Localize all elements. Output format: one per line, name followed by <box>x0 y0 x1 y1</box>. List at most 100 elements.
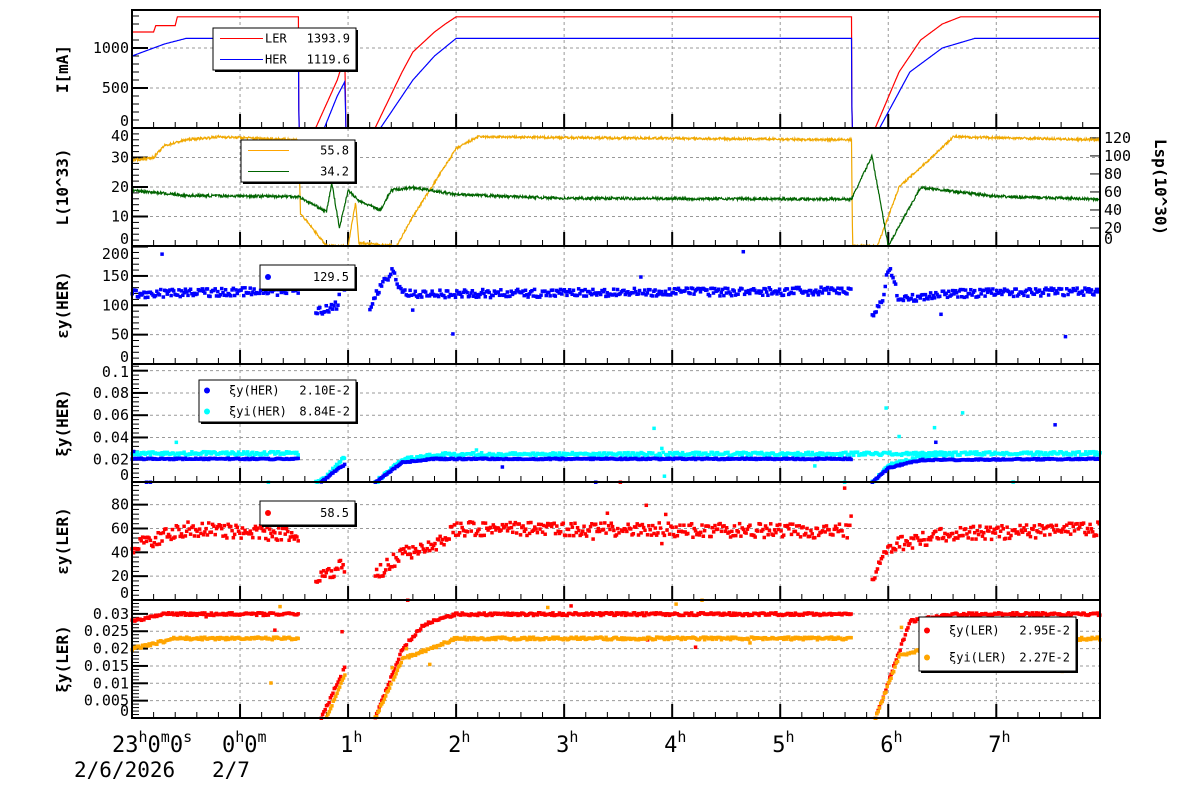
data-point <box>959 450 964 455</box>
data-point <box>1033 536 1038 540</box>
y-tick-label: 0 <box>120 584 129 602</box>
data-point <box>889 550 894 554</box>
data-point <box>326 712 330 716</box>
data-point <box>216 289 220 294</box>
data-point <box>173 453 177 457</box>
data-point <box>969 613 974 617</box>
data-point <box>241 293 246 298</box>
data-point <box>748 641 752 645</box>
data-point <box>918 296 923 300</box>
data-point <box>468 636 472 640</box>
data-point <box>921 292 925 297</box>
data-point <box>897 545 902 549</box>
data-point <box>1004 612 1009 617</box>
data-point <box>768 287 773 292</box>
data-point <box>174 440 179 445</box>
data-point <box>188 532 193 536</box>
data-point <box>1033 452 1037 456</box>
data-point <box>974 537 978 541</box>
data-point <box>567 288 572 292</box>
data-point <box>657 451 661 456</box>
data-point <box>508 294 512 298</box>
data-point <box>331 307 335 311</box>
data-point <box>270 534 275 539</box>
panel-frame <box>131 599 1101 719</box>
data-point <box>1085 526 1090 531</box>
data-point <box>725 286 730 291</box>
data-point <box>1052 287 1056 291</box>
data-point <box>260 611 264 615</box>
legend-marker <box>924 627 930 634</box>
data-point <box>408 288 412 293</box>
data-point <box>411 545 415 549</box>
data-point <box>609 521 614 525</box>
data-point <box>604 294 608 299</box>
data-point <box>469 291 473 295</box>
y-tick-label: 10 <box>111 208 129 226</box>
legend-label: ξyi(HER) <box>229 405 287 419</box>
series-line-Lsp <box>132 153 1101 248</box>
y2-tick-label: 80 <box>1104 165 1122 183</box>
data-point <box>324 303 329 308</box>
data-point <box>499 288 503 292</box>
data-point <box>691 450 695 455</box>
data-point <box>491 293 495 298</box>
data-point <box>199 531 203 536</box>
data-point <box>972 288 977 293</box>
data-point <box>993 531 998 535</box>
data-point <box>206 521 211 525</box>
data-point <box>688 291 692 296</box>
data-point <box>1039 450 1044 455</box>
data-point <box>468 520 472 524</box>
data-point <box>535 530 540 535</box>
data-point <box>531 635 536 639</box>
data-point <box>658 292 663 296</box>
data-point <box>563 289 568 294</box>
legend-label: ξy(HER) <box>229 384 280 398</box>
data-point <box>651 451 655 455</box>
data-point <box>623 292 628 297</box>
data-point <box>971 524 976 529</box>
data-point <box>184 290 189 294</box>
data-point <box>737 521 742 526</box>
data-point <box>447 451 451 456</box>
data-point <box>450 524 454 529</box>
data-point <box>1011 611 1015 615</box>
data-point <box>997 290 1002 295</box>
data-point <box>230 611 234 615</box>
data-point <box>450 614 454 619</box>
data-point <box>578 292 582 296</box>
data-point <box>251 535 255 540</box>
data-point <box>334 307 339 311</box>
data-point <box>603 451 607 455</box>
data-point <box>131 550 136 555</box>
data-point <box>402 646 406 650</box>
data-point <box>584 611 589 615</box>
data-point <box>713 523 717 528</box>
data-point <box>395 282 399 286</box>
data-point <box>335 691 339 696</box>
data-point <box>477 295 481 299</box>
data-point <box>175 524 180 529</box>
data-point <box>332 303 336 308</box>
data-point <box>603 637 607 642</box>
data-point <box>691 535 695 540</box>
data-point <box>626 450 630 455</box>
data-point <box>671 453 676 457</box>
data-point <box>1036 530 1040 534</box>
data-point <box>984 287 989 291</box>
data-point <box>188 452 193 457</box>
data-point <box>595 529 599 534</box>
data-point <box>472 451 476 455</box>
data-point <box>393 667 397 671</box>
data-point <box>706 524 711 528</box>
data-point <box>342 456 347 460</box>
data-point <box>944 291 948 295</box>
data-point <box>482 611 486 615</box>
data-point <box>824 288 829 292</box>
data-point <box>761 637 765 642</box>
data-point <box>748 291 752 296</box>
legend-box <box>259 500 356 526</box>
data-point <box>635 451 639 456</box>
